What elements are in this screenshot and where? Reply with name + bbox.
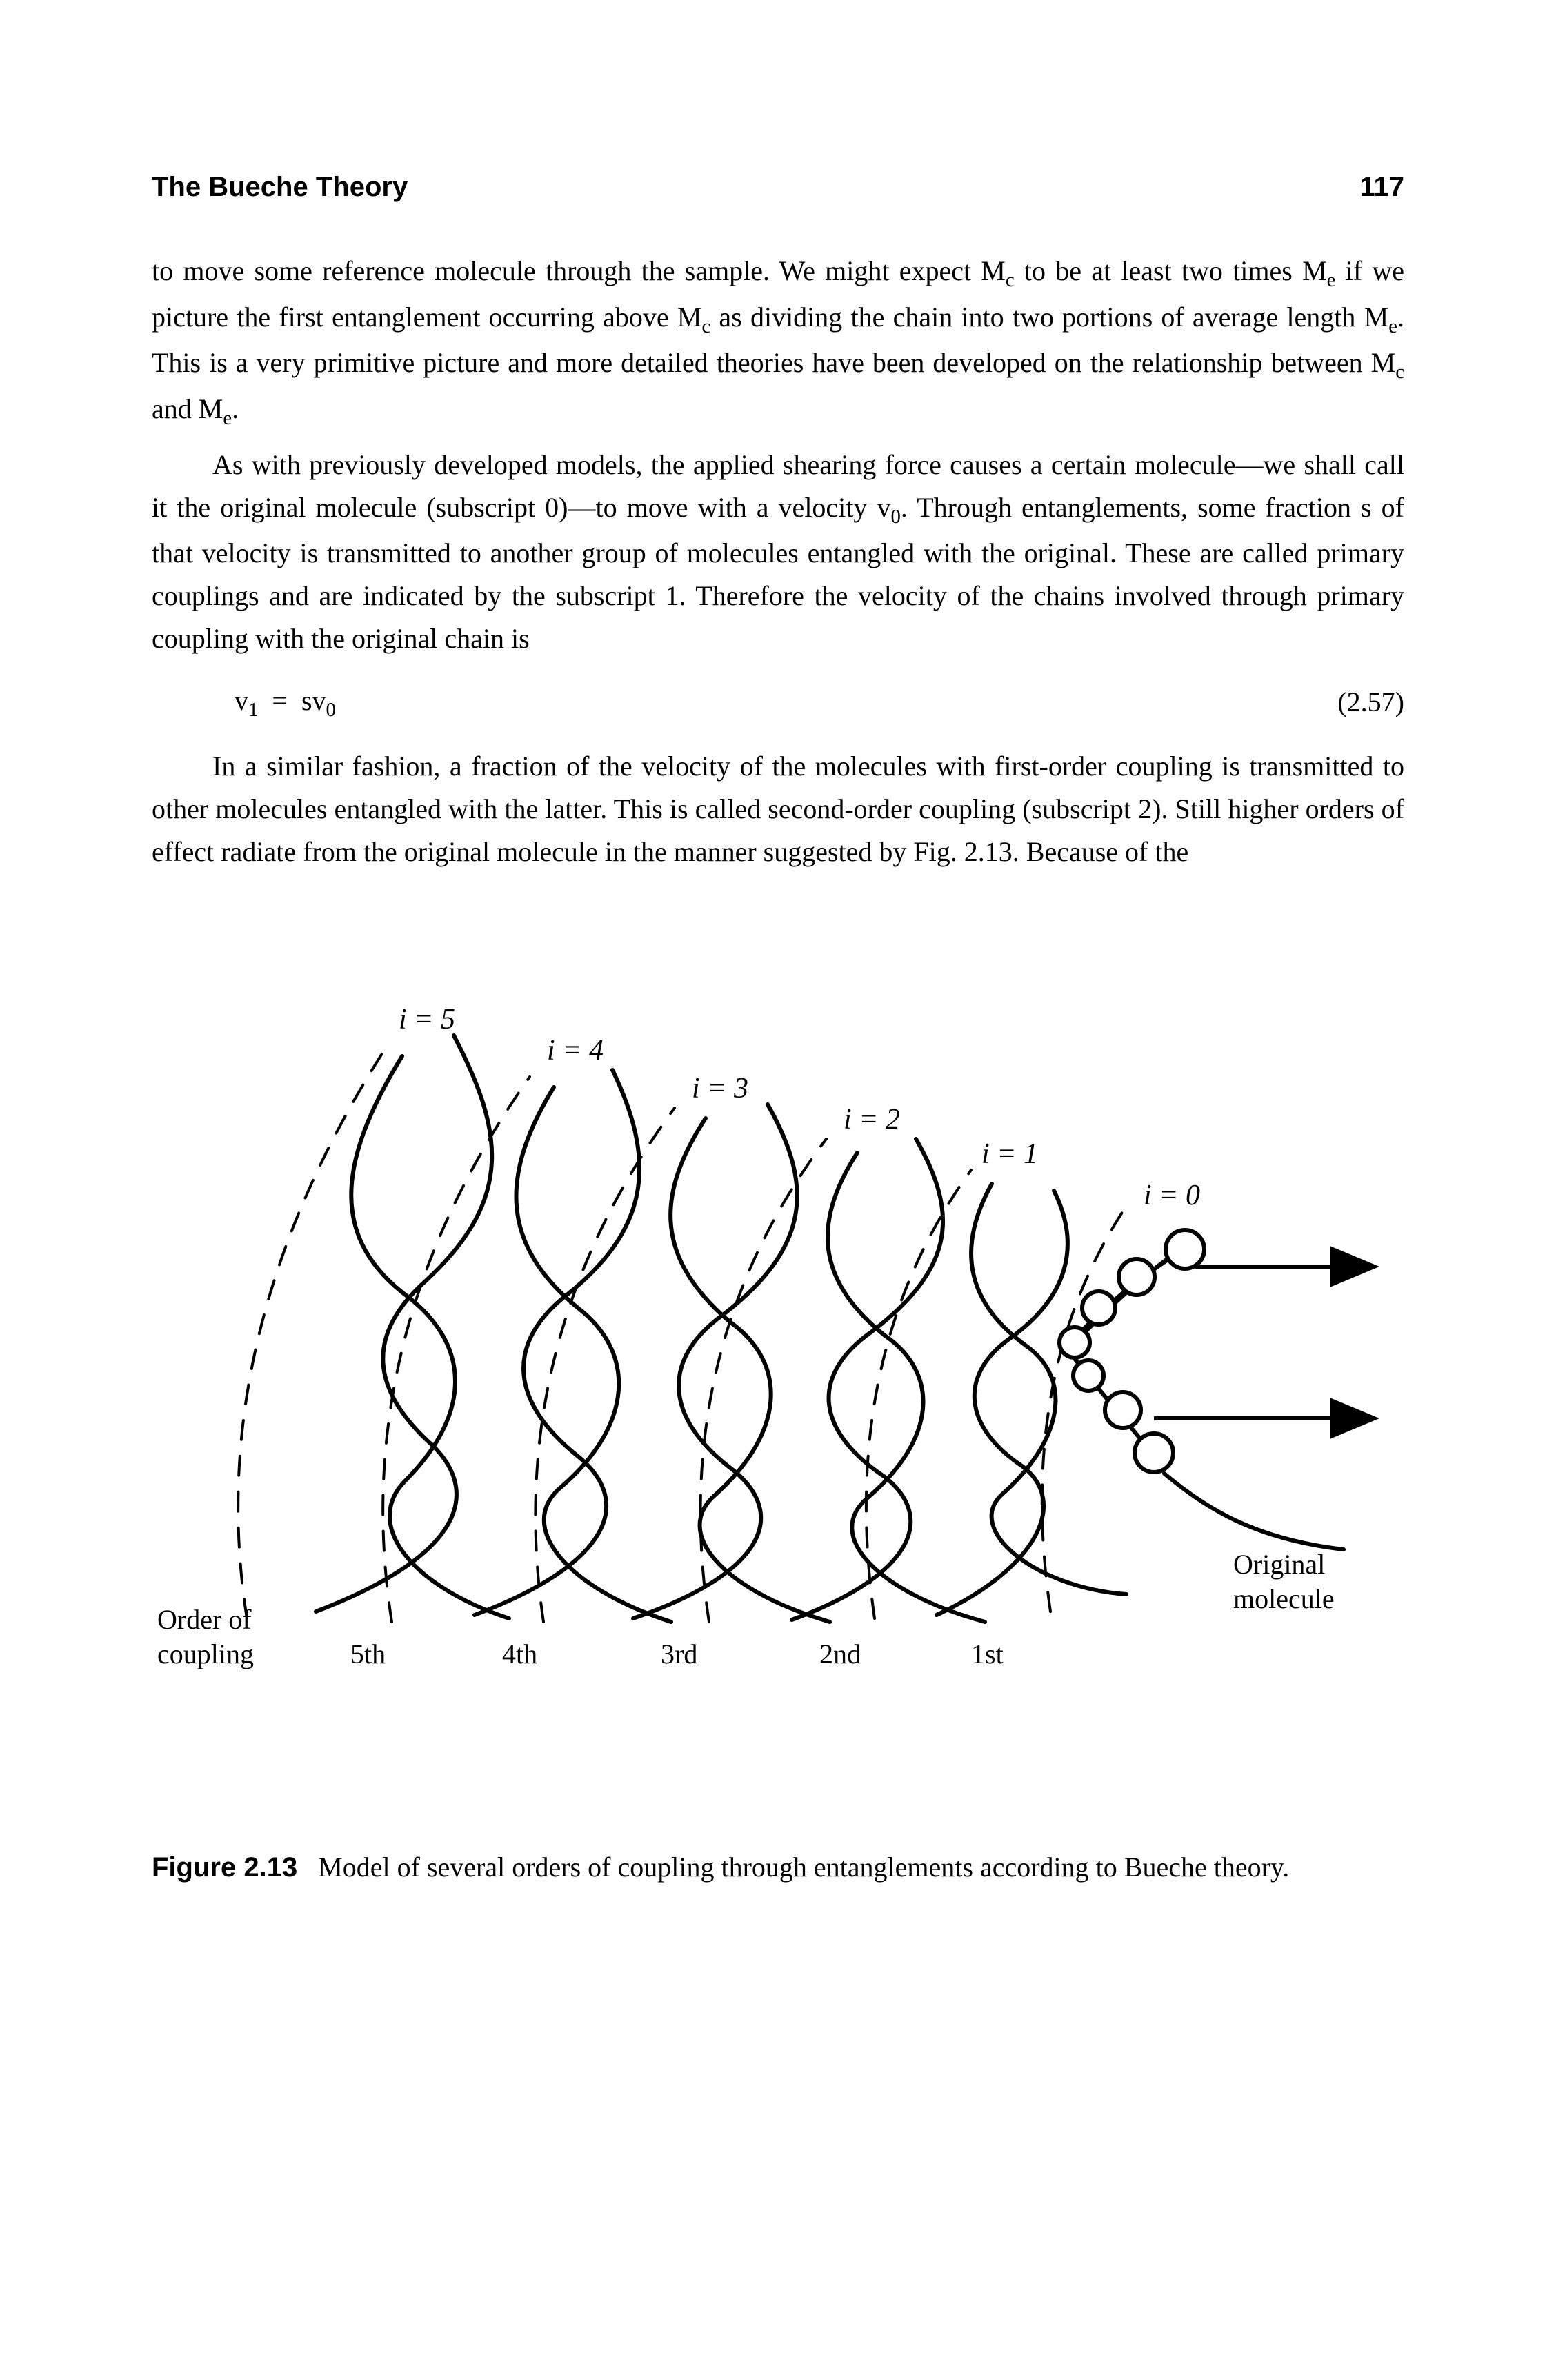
svg-text:Original: Original — [1233, 1549, 1325, 1580]
caption-label: Figure 2.13 — [152, 1852, 297, 1883]
svg-text:1st: 1st — [971, 1638, 1004, 1669]
paragraph-3: In a similar fashion, a fraction of the … — [152, 745, 1404, 873]
paragraph-1: to move some reference molecule through … — [152, 250, 1404, 434]
equation-row: v1 = sv0 (2.57) — [152, 680, 1404, 726]
figure-svg: i = 5 i = 4 i = 3 i = 2 i = 1 i = 0 Order ofco… — [157, 949, 1399, 1756]
paragraph-2: As with previously developed models, the… — [152, 444, 1404, 661]
running-header: The Bueche Theory 117 — [152, 166, 1404, 208]
svg-text:i = 2: i = 2 — [844, 1104, 900, 1136]
svg-text:i = 5: i = 5 — [399, 1004, 455, 1035]
equation: v1 = sv0 — [235, 680, 336, 726]
figure-caption: Figure 2.13 Model of several orders of c… — [152, 1846, 1404, 1889]
svg-text:coupling: coupling — [157, 1638, 254, 1669]
page: The Bueche Theory 117 to move some refer… — [0, 0, 1556, 2380]
svg-text:i = 3: i = 3 — [692, 1073, 748, 1104]
svg-text:i = 4: i = 4 — [547, 1035, 604, 1067]
equation-number: (2.57) — [1337, 681, 1404, 724]
section-title: The Bueche Theory — [152, 166, 408, 208]
svg-text:i = 0: i = 0 — [1144, 1180, 1200, 1211]
page-number: 117 — [1359, 166, 1404, 208]
svg-text:2nd: 2nd — [819, 1638, 861, 1669]
svg-text:5th: 5th — [350, 1638, 386, 1669]
caption-text: Model of several orders of coupling thro… — [318, 1852, 1289, 1883]
svg-text:3rd: 3rd — [661, 1638, 697, 1669]
svg-text:i = 1: i = 1 — [981, 1138, 1038, 1170]
svg-text:Order of: Order of — [157, 1604, 252, 1635]
figure-2-13: i = 5 i = 4 i = 3 i = 2 i = 1 i = 0 Order ofco… — [152, 949, 1404, 1756]
svg-text:molecule: molecule — [1233, 1583, 1335, 1614]
svg-text:4th: 4th — [502, 1638, 537, 1669]
